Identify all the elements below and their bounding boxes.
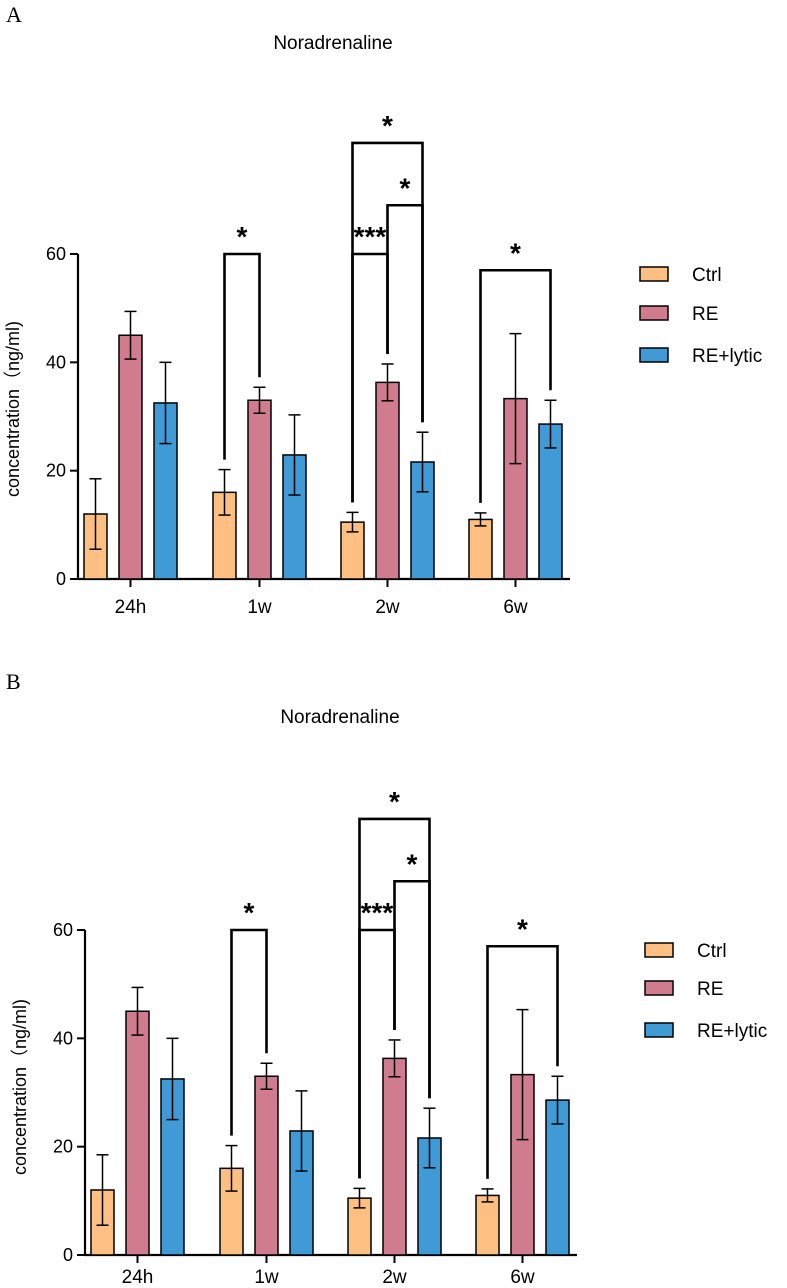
x-tick-label: 24h [122, 1267, 154, 1288]
y-tick-label: 40 [53, 1028, 73, 1048]
x-tick-label: 2w [375, 597, 400, 618]
bar-re-2w [382, 1057, 407, 1256]
significance-label: * [244, 897, 255, 928]
x-tick-label: 24h [115, 597, 147, 618]
significance-label: *** [361, 897, 394, 928]
legend-swatch-re-lytic [639, 347, 669, 363]
significance-label: * [510, 237, 521, 268]
y-tick-label: 60 [46, 244, 66, 264]
bar-re-24h [118, 334, 143, 580]
significance-bracket [486, 944, 559, 1179]
panel-label: B [6, 669, 21, 694]
chart-panel-a: A Noradrenaline 0 20 40 60 concentration（ng/ml… [3, 2, 762, 618]
legend-swatch-ctrl [644, 942, 674, 958]
legend-label-re: RE [692, 304, 718, 325]
y-axis-label: concentration（ng/ml) [3, 321, 23, 497]
bar-ctrl-6w [475, 1194, 500, 1256]
bar-re-2w [375, 381, 400, 580]
bar-ctrl-6w [468, 518, 493, 580]
legend-swatch-re-lytic [644, 1022, 674, 1038]
significance-bracket [230, 928, 268, 1136]
x-tick-label: 1w [247, 597, 272, 618]
significance-label: * [400, 172, 411, 203]
x-tick-label: 1w [254, 1267, 279, 1288]
x-tick-label: 6w [503, 597, 528, 618]
significance-bracket [351, 141, 424, 503]
significance-label: *** [354, 221, 387, 252]
panel-label: A [6, 2, 22, 27]
y-tick-label: 60 [53, 920, 73, 940]
significance-label: * [407, 848, 418, 879]
significance-bracket [223, 252, 261, 460]
legend-label-re: RE [697, 979, 723, 1000]
y-tick-label: 20 [53, 1137, 73, 1157]
y-tick-label: 0 [56, 569, 66, 589]
legend-swatch-re [639, 305, 669, 321]
y-tick-label: 40 [46, 352, 66, 372]
legend-swatch-re [644, 980, 674, 996]
significance-bracket [358, 817, 431, 1179]
chart-title: Noradrenaline [280, 707, 399, 728]
legend-label-ctrl: Ctrl [697, 941, 727, 962]
bar-re-1w [247, 399, 272, 580]
x-tick-label: 2w [382, 1267, 407, 1288]
legend-label-ctrl: Ctrl [692, 265, 722, 286]
significance-label: * [517, 913, 528, 944]
chart-panel-b: B Noradrenaline 0 20 40 60 concentration（ng/ml… [6, 669, 767, 1288]
significance-label: * [389, 786, 400, 817]
y-axis-label: concentration（ng/ml) [10, 999, 30, 1175]
chart-title: Noradrenaline [273, 33, 392, 54]
legend-label-re-lytic: RE+lytic [692, 346, 762, 367]
significance-bracket [479, 268, 552, 503]
y-tick-label: 20 [46, 461, 66, 481]
bar-re-24h [125, 1010, 150, 1256]
legend-label-re-lytic: RE+lytic [697, 1021, 767, 1042]
significance-label: * [237, 221, 248, 252]
x-tick-label: 6w [510, 1267, 535, 1288]
bar-re-1w [254, 1075, 279, 1256]
legend-swatch-ctrl [639, 266, 669, 282]
significance-label: * [382, 110, 393, 141]
y-tick-label: 0 [63, 1245, 73, 1265]
